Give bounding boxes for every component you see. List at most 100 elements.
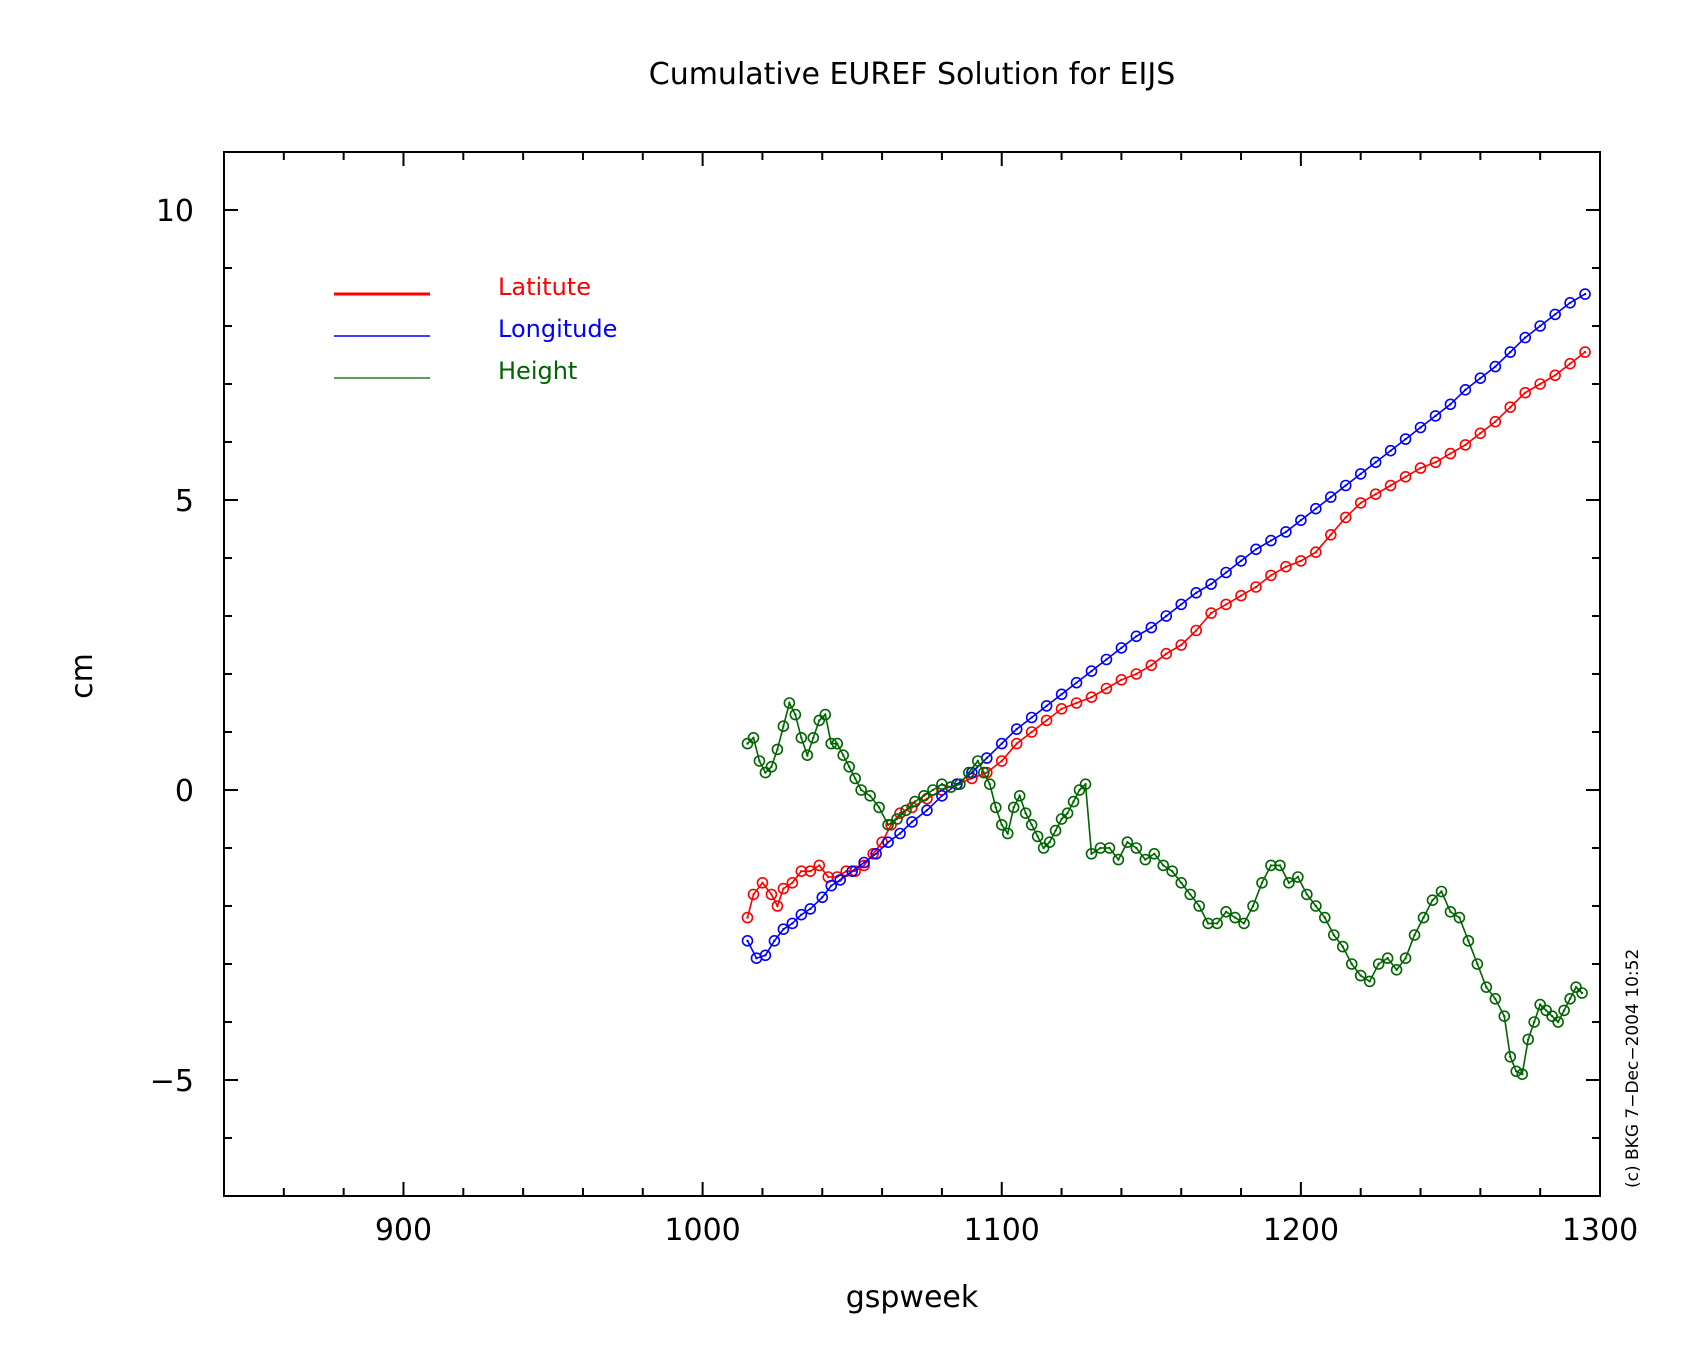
data-point-dot-longitude	[1404, 437, 1407, 441]
data-point-dot-height	[1066, 812, 1069, 815]
data-point-dot-latitute	[985, 771, 988, 774]
data-point-height	[1504, 1051, 1517, 1063]
data-point-dot-height	[1099, 846, 1102, 850]
data-point-height	[1256, 876, 1268, 889]
data-point-height	[1139, 853, 1152, 866]
data-point-dot-longitude	[1538, 324, 1542, 328]
data-point-latitute	[1504, 401, 1517, 414]
data-point-dot-latitute	[782, 887, 785, 890]
data-point-dot-longitude	[874, 852, 878, 855]
data-point-longitude	[1489, 360, 1502, 373]
data-point-dot-height	[1060, 817, 1063, 821]
data-point-dot-latitute	[1239, 594, 1243, 597]
data-point-dot-latitute	[1494, 420, 1497, 423]
series-latitute	[741, 346, 1591, 924]
data-point-longitude	[1130, 630, 1143, 643]
data-point-longitude	[1579, 288, 1591, 300]
data-point-height	[1202, 917, 1214, 930]
data-point-dot-height	[931, 788, 935, 792]
data-point-latitute	[1519, 386, 1532, 399]
data-point-longitude	[1444, 398, 1457, 411]
data-point-height	[1534, 998, 1546, 1011]
data-point-height	[1274, 859, 1286, 872]
data-point-height	[1310, 900, 1322, 912]
data-point-height	[1061, 807, 1074, 820]
data-point-dot-height	[1090, 852, 1093, 855]
data-point-longitude	[786, 917, 799, 930]
data-point-dot-latitute	[1254, 585, 1258, 589]
data-point-dot-height	[842, 754, 845, 757]
data-point-dot-longitude	[755, 957, 758, 960]
data-point-dot-height	[1171, 870, 1174, 873]
data-point-dot-height	[958, 783, 962, 786]
data-point-height	[1510, 1065, 1523, 1078]
data-point-height	[1546, 1010, 1558, 1023]
data-point-longitude	[1354, 468, 1367, 480]
data-point-height	[1193, 900, 1205, 912]
data-point-dot-latitute	[1359, 501, 1362, 505]
data-point-longitude	[894, 827, 906, 840]
data-point-dot-height	[1467, 939, 1470, 942]
x-axis-label: gspweek	[846, 1280, 979, 1315]
legend-label-longitude: Longitude	[498, 315, 617, 343]
series-line-longitude	[746, 293, 1586, 960]
data-point-longitude	[951, 778, 963, 791]
data-point-dot-longitude	[1239, 559, 1243, 563]
data-point-dot-longitude	[1209, 582, 1213, 586]
data-point-latitute	[1040, 714, 1053, 727]
data-point-dot-longitude	[1344, 484, 1347, 487]
data-point-dot-height	[806, 754, 809, 757]
data-point-dot-height	[1054, 829, 1057, 832]
data-point-latitute	[1339, 511, 1352, 524]
data-point-longitude	[995, 737, 1008, 750]
data-point-height	[1175, 876, 1188, 889]
data-point-dot-longitude	[1524, 336, 1527, 339]
data-point-longitude	[1100, 653, 1113, 666]
data-point-dot-height	[746, 742, 749, 745]
data-point-dot-height	[1072, 800, 1075, 803]
data-point-dot-longitude	[1000, 742, 1003, 745]
data-point-height	[1238, 917, 1250, 930]
data-point-dot-height	[1350, 962, 1353, 966]
data-point-latitute	[756, 876, 769, 889]
data-point-height	[1265, 859, 1277, 872]
data-point-height	[1301, 888, 1313, 901]
data-point-dot-height	[764, 771, 767, 774]
data-point-dot-latitute	[1209, 611, 1213, 615]
data-point-dot-latitute	[827, 875, 830, 879]
data-point-dot-height	[1404, 957, 1407, 960]
data-point-dot-height	[1527, 1038, 1530, 1041]
data-point-longitude	[1534, 320, 1546, 332]
data-point-dot-height	[1278, 864, 1282, 867]
data-point-longitude	[1474, 372, 1487, 385]
data-point-longitude	[1055, 688, 1068, 701]
data-point-dot-height	[1180, 881, 1183, 884]
data-point-dot-height	[794, 713, 797, 716]
data-point-latitute	[795, 865, 808, 878]
y-axis-label: cm	[65, 653, 100, 699]
data-point-latitute	[1175, 639, 1188, 651]
data-point-latitute	[1549, 369, 1561, 382]
data-point-dot-longitude	[1090, 669, 1093, 673]
data-point-dot-latitute	[1449, 452, 1452, 455]
credit-text: (c) BKG 7−Dec−2004 10:52	[1623, 949, 1643, 1188]
data-point-dot-height	[1269, 864, 1273, 867]
data-point-height	[873, 801, 885, 814]
data-point-latitute	[1280, 560, 1292, 573]
data-point-height	[831, 737, 844, 750]
data-point-height	[807, 731, 820, 744]
data-point-latitute	[1220, 598, 1232, 611]
data-point-latitute	[1429, 456, 1442, 469]
legend-label-height: Height	[498, 357, 577, 385]
data-point-height	[747, 731, 760, 744]
data-point-dot-latitute	[1344, 516, 1347, 519]
data-point-dot-latitute	[1479, 432, 1482, 435]
data-point-dot-longitude	[1194, 591, 1198, 594]
data-point-dot-latitute	[1419, 466, 1422, 470]
data-point-height	[1453, 911, 1466, 924]
y-tick-label: 5	[175, 484, 194, 519]
data-point-longitude	[1010, 723, 1023, 735]
data-point-height	[1408, 929, 1421, 941]
data-point-dot-height	[913, 800, 917, 803]
data-point-dot-height	[1521, 1073, 1524, 1076]
